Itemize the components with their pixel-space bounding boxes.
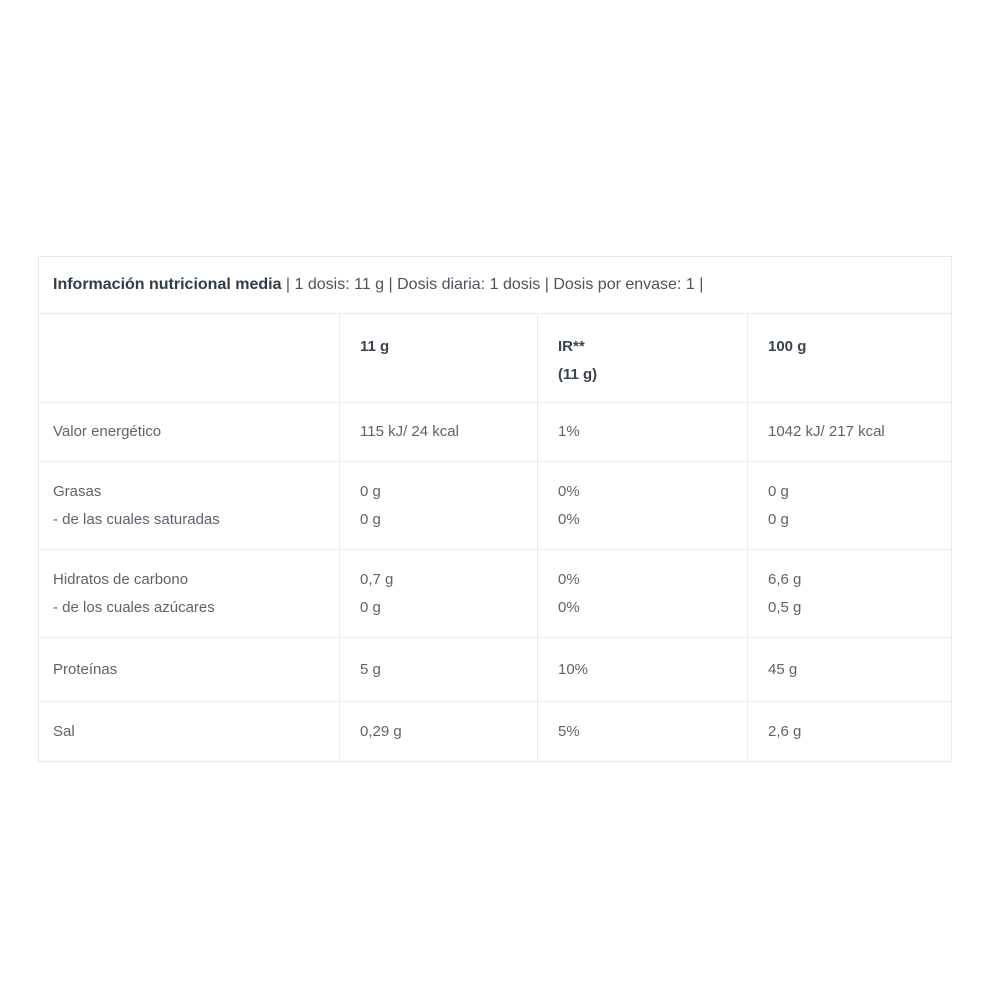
cell-ir-value: 0% 0% <box>537 550 747 637</box>
nutrition-table: Información nutricional media | 1 dosis:… <box>38 256 952 762</box>
header-ir-label-line2: (11 g) <box>558 366 598 383</box>
header-cell-per100: 100 g <box>747 314 951 402</box>
row-proteinas: Proteínas 5 g 10% 45 g <box>39 637 951 701</box>
cell-serving-value: 0,29 g <box>339 702 537 761</box>
row-hidratos-de-carbono: Hidratos de carbono - de los cuales azúc… <box>39 549 951 637</box>
cell-ir-value: 1% <box>537 403 747 461</box>
header-cell-ir: IR** (11 g) <box>537 314 747 402</box>
cell-label: Proteínas <box>53 660 118 678</box>
header-serving-label: 11 g <box>360 338 390 355</box>
cell-serving-value: 115 kJ/ 24 kcal <box>339 403 537 461</box>
cell-serving-value: 0 g 0 g <box>339 462 537 549</box>
header-row: 11 g IR** (11 g) 100 g <box>39 314 951 402</box>
header-ir-label-line1: IR** <box>558 338 585 355</box>
cell-ir-value: 5% <box>537 702 747 761</box>
cell-label: Sal <box>53 722 75 740</box>
table-title: Información nutricional media <box>53 276 282 293</box>
header-cell-serving: 11 g <box>339 314 537 402</box>
row-valor-energetico: Valor energético 115 kJ/ 24 kcal 1% 1042… <box>39 402 951 461</box>
cell-label: Hidratos de carbono - de los cuales azúc… <box>53 570 215 616</box>
row-sal: Sal 0,29 g 5% 2,6 g <box>39 701 951 761</box>
header-cell-blank <box>39 314 339 402</box>
cell-label: Valor energético <box>53 423 162 440</box>
cell-ir-value: 0% 0% <box>537 462 747 549</box>
cell-per100-value: 6,6 g 0,5 g <box>747 550 951 637</box>
cell-per100-value: 0 g 0 g <box>747 462 951 549</box>
header-per100-label: 100 g <box>768 338 807 355</box>
cell-per100-value: 2,6 g <box>747 702 951 761</box>
cell-per100-value: 45 g <box>747 638 951 701</box>
table-title-serving-info: | 1 dosis: 11 g | Dosis diaria: 1 dosis … <box>281 276 704 293</box>
table-title-band: Información nutricional media | 1 dosis:… <box>39 257 951 314</box>
cell-serving-value: 0,7 g 0 g <box>339 550 537 637</box>
cell-serving-value: 5 g <box>339 638 537 701</box>
row-grasas: Grasas - de las cuales saturadas 0 g 0 g… <box>39 461 951 549</box>
cell-label: Grasas - de las cuales saturadas <box>53 482 220 528</box>
cell-per100-value: 1042 kJ/ 217 kcal <box>747 403 951 461</box>
cell-ir-value: 10% <box>537 638 747 701</box>
